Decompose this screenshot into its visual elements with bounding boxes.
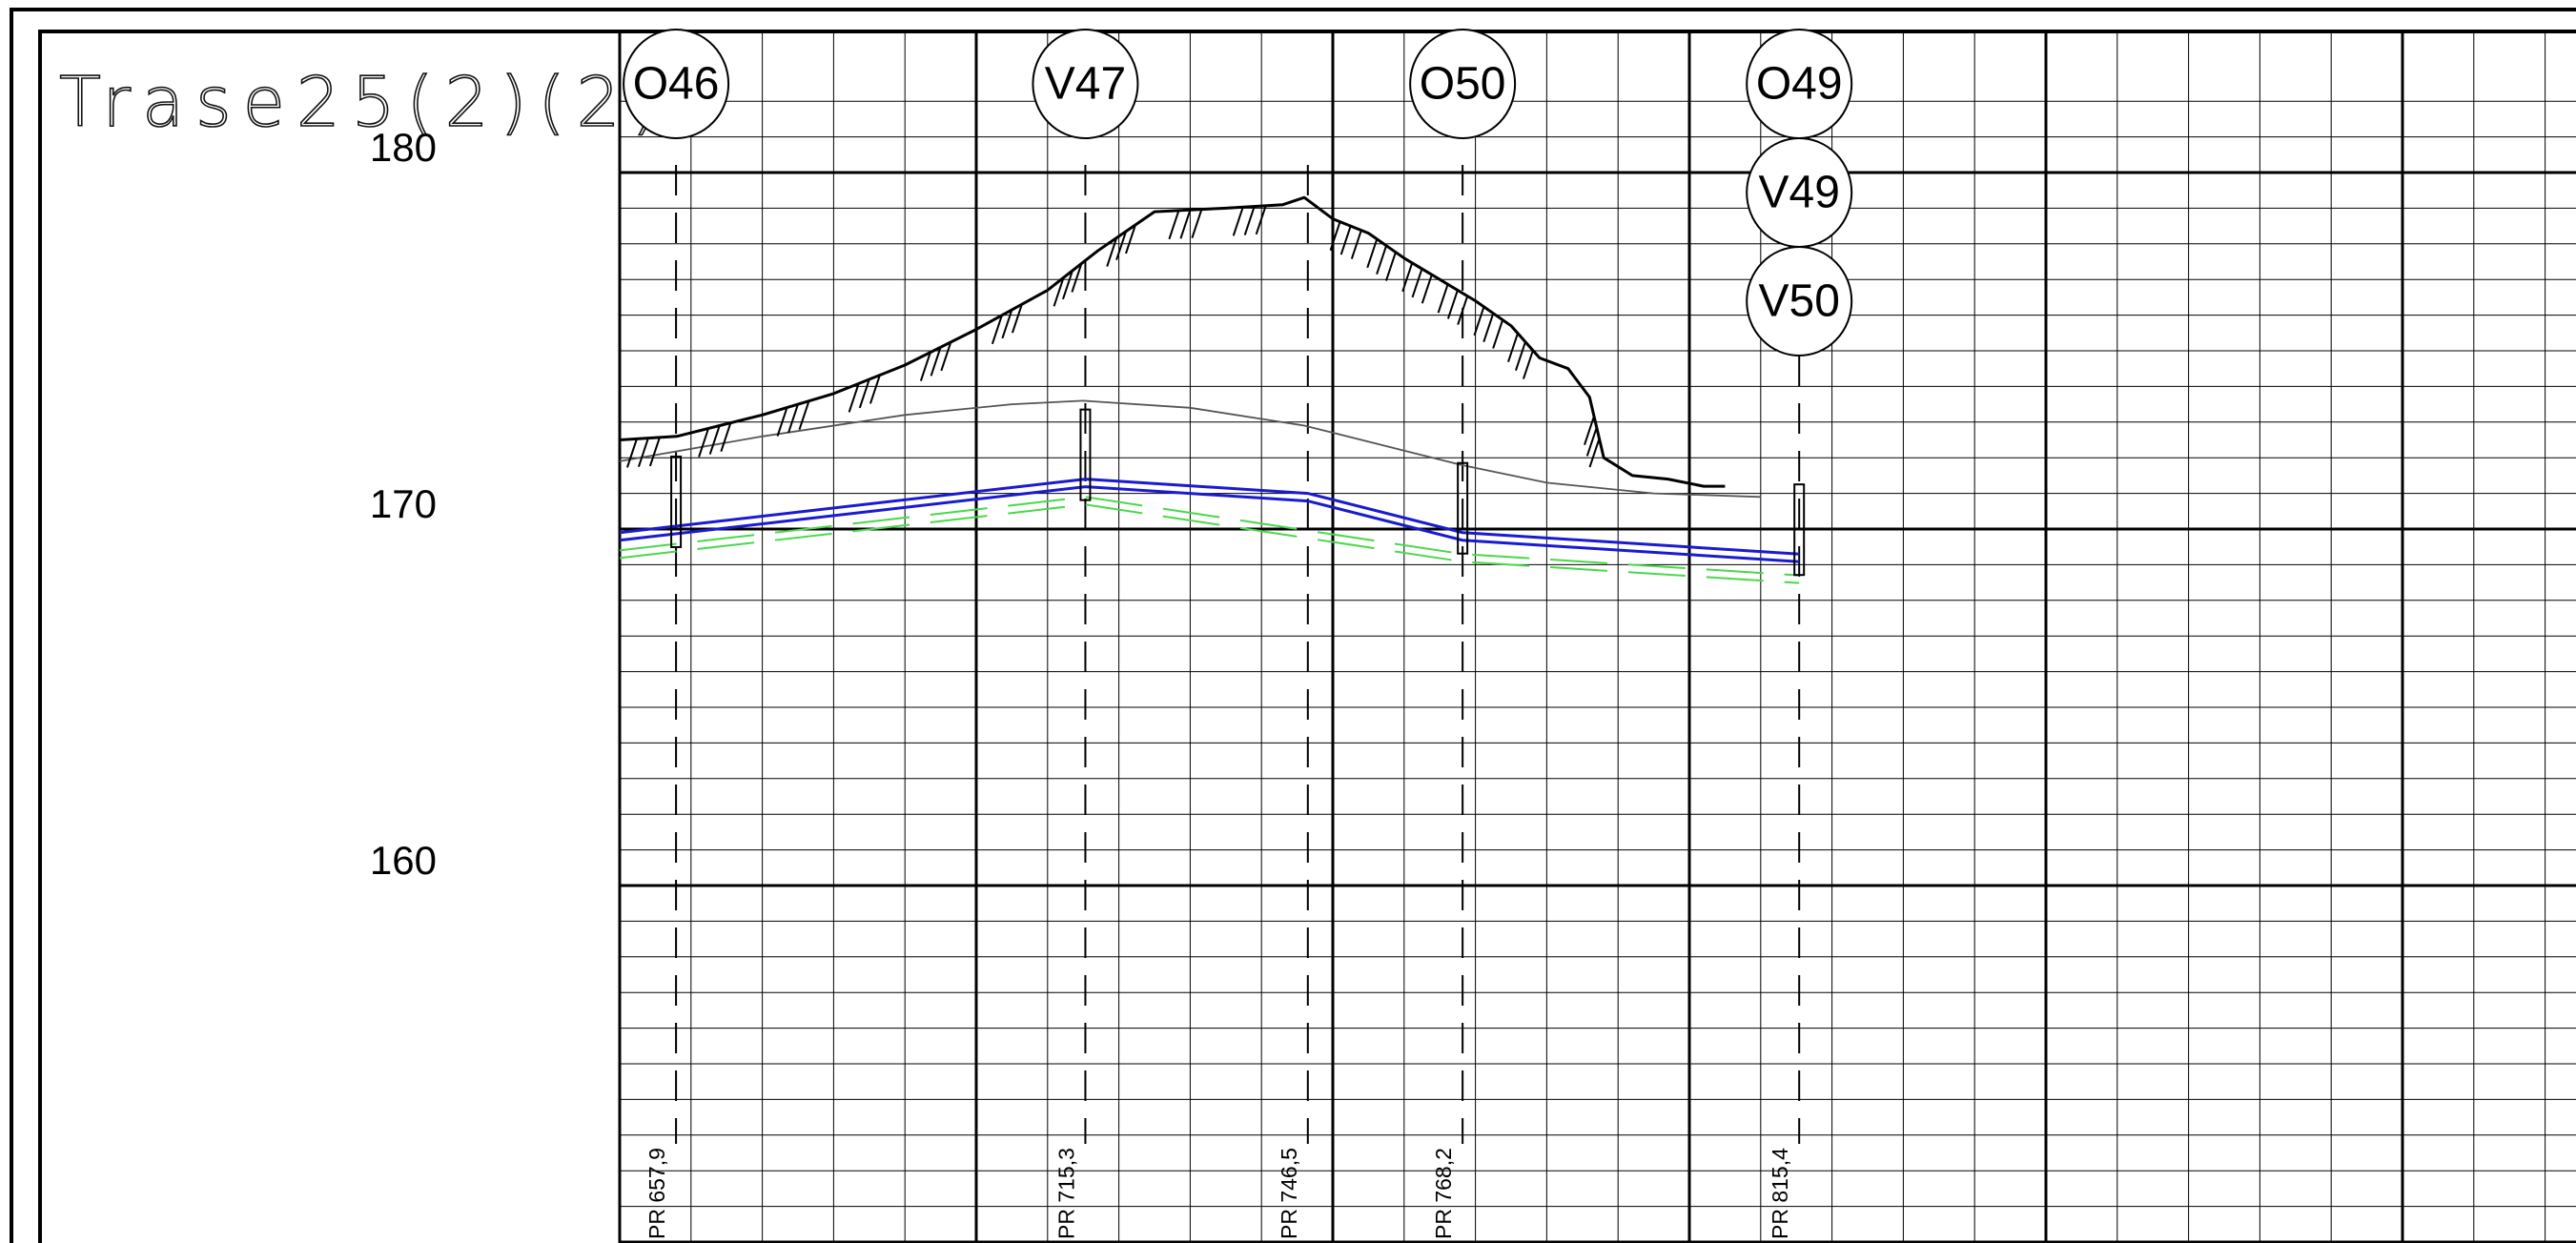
terrain-hatch <box>1482 313 1495 343</box>
terrain-hatch <box>776 407 788 437</box>
terrain-hatch <box>1329 221 1341 251</box>
terrain-hatch <box>1191 209 1203 238</box>
terrain-hatch <box>1115 231 1128 261</box>
manhole-shaft <box>1079 408 1092 501</box>
terrain-hatch <box>848 383 860 413</box>
outer-frame <box>10 8 2576 1243</box>
terrain-hatch <box>1384 252 1397 281</box>
manhole-shaft <box>1793 483 1806 577</box>
terrain-hatch <box>1011 303 1023 334</box>
node-circle <box>1746 246 1853 357</box>
elevation-label: 160 <box>370 838 437 883</box>
reference-line <box>619 399 1761 499</box>
node-circle <box>623 29 730 139</box>
terrain-hatch <box>720 422 732 452</box>
terrain-hatch <box>1585 427 1598 457</box>
terrain-hatch <box>1446 290 1459 319</box>
node-circle <box>1032 29 1139 139</box>
node-label: V47 <box>1045 59 1126 110</box>
station-label: PR 715,3 <box>1053 1148 1078 1239</box>
terrain-hatch <box>919 352 931 381</box>
terrain-hatch <box>698 428 710 458</box>
terrain-hatch <box>858 378 870 409</box>
terrain-hatch <box>1168 210 1180 240</box>
terrain-hatch <box>1515 341 1526 371</box>
profile-title: Trase25(2)(2) <box>59 62 670 142</box>
station-verticals <box>675 165 1801 1144</box>
elevation-label: 170 <box>370 481 437 526</box>
terrain-hatch <box>1179 209 1192 239</box>
pipe-line <box>619 478 1800 556</box>
terrain-hatch <box>1507 333 1519 362</box>
terrain-hatch <box>1001 309 1013 339</box>
node-circle <box>1409 29 1517 139</box>
terrain-hatch <box>1492 319 1504 349</box>
terrain-hatch <box>1457 295 1469 325</box>
elevation-label: 180 <box>370 125 437 170</box>
station-label: PR 746,5 <box>1277 1148 1301 1239</box>
terrain-hatch <box>1411 268 1423 298</box>
terrain-hatch <box>1473 306 1485 336</box>
node-label: O49 <box>1756 59 1843 110</box>
terrain-hatch <box>1401 262 1414 293</box>
terrain-hatch <box>1366 238 1379 269</box>
terrain-hatch <box>1421 274 1433 304</box>
node-label: O46 <box>633 59 720 110</box>
profile-lines <box>619 195 1806 584</box>
terrain-hatch <box>1376 245 1388 275</box>
terrain-hatch <box>708 425 721 455</box>
terrain-hatch <box>869 375 881 404</box>
inner-frame <box>38 30 2576 1243</box>
manhole-shaft <box>1457 461 1469 555</box>
profile-grid <box>618 31 2576 1243</box>
terrain-hatch <box>1106 237 1118 267</box>
station-label: PR 768,2 <box>1431 1148 1456 1239</box>
terrain-hatch <box>1062 270 1073 300</box>
node-label: V49 <box>1758 168 1839 218</box>
terrain-hatch <box>1053 276 1065 307</box>
terrain-hatch <box>1339 225 1352 255</box>
pipe-bottom-line <box>619 496 1800 577</box>
pipe-line <box>619 485 1800 563</box>
terrain-hatch <box>637 438 649 467</box>
node-label: O50 <box>1420 59 1506 110</box>
terrain-hatch <box>930 346 942 377</box>
terrain-hatch <box>1522 350 1534 379</box>
terrain-hatch <box>1255 205 1267 235</box>
terrain-hatch <box>1125 224 1136 255</box>
manhole-shaft <box>670 455 683 548</box>
terrain-hatch <box>940 341 952 372</box>
terrain-hatch <box>787 403 799 434</box>
terrain-hatch <box>991 315 1003 345</box>
terrain-hatch <box>1588 438 1601 468</box>
terrain-hatch <box>1243 206 1256 235</box>
pipe-bottom-line <box>619 503 1800 584</box>
terrain-hatch <box>648 437 661 467</box>
station-label: PR 815,4 <box>1768 1148 1792 1239</box>
node-label: V50 <box>1758 276 1839 327</box>
terrain-hatch <box>1071 263 1083 293</box>
terrain-hatch <box>1350 230 1362 259</box>
terrain-hatch <box>1232 206 1244 236</box>
station-labels: PR 657,9 PR 715,3 PR 746,5 PR 768,2 PR 815,4 <box>644 1148 1792 1239</box>
terrain-hatch <box>625 438 638 468</box>
elevation-axis: 180 170 160 <box>370 125 437 883</box>
terrain-hatch <box>1437 283 1449 314</box>
station-label: PR 657,9 <box>644 1148 669 1239</box>
terrain-hatch <box>1584 416 1595 446</box>
node-markers: O46 V47 O50 O49 V49 V50 <box>623 29 1853 357</box>
terrain-hatch <box>798 400 810 430</box>
